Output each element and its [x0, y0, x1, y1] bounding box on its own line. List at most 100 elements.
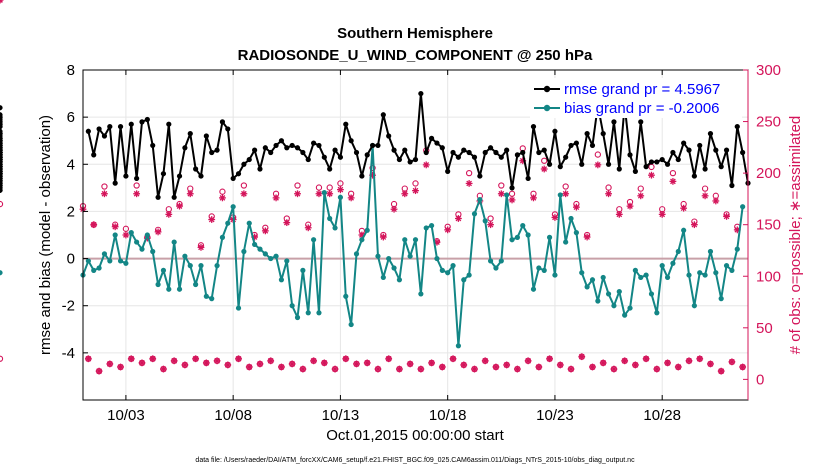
star-stroke [568, 366, 574, 372]
rmse-point [241, 161, 247, 167]
rmse-point [257, 166, 263, 172]
bias-point [402, 237, 408, 243]
obs-assimilated-marker [621, 357, 629, 365]
rmse-point [0, 168, 3, 174]
bias-point [670, 260, 676, 266]
bias-point [0, 270, 3, 276]
rmse-point [171, 194, 177, 200]
bias-point [386, 255, 392, 262]
obs-assimilated-marker [455, 215, 462, 222]
bias-point [176, 286, 183, 292]
bias-point [353, 251, 360, 257]
star-stroke [498, 190, 505, 197]
bias-point [536, 265, 542, 271]
legend-bias-label: bias grand pr = -0.2006 [564, 100, 720, 117]
bias-point [235, 305, 242, 311]
rmse-point [305, 156, 311, 163]
obs-assimilated-marker [583, 233, 591, 241]
star-stroke [546, 355, 553, 362]
y-right-axis-label: # of obs: o=possible; ∗=assimilated [787, 116, 804, 355]
obs-possible-marker [637, 185, 644, 192]
obs-assimilated-marker [122, 231, 130, 239]
rmse-point [386, 133, 392, 139]
obs-assimilated-marker [717, 367, 725, 375]
obs-possible-marker [0, 355, 4, 362]
obs-assimilated-marker [412, 187, 419, 195]
obs-assimilated-marker [283, 219, 291, 227]
obs-assimilated-marker [508, 196, 516, 204]
rmse-point [166, 121, 172, 127]
bias-point [364, 227, 370, 233]
obs-assimilated-marker [674, 363, 682, 371]
data-file-footnote: data file: /Users/raeder/DAI/ATM_forcXX/… [195, 457, 635, 464]
obs-assimilated-marker [546, 355, 553, 363]
star-stroke [117, 364, 124, 370]
bias-point [101, 251, 108, 257]
rmse-point [643, 164, 649, 170]
bias-point [664, 274, 671, 281]
rmse-point [268, 149, 274, 156]
obs-assimilated-marker [594, 161, 602, 169]
bias-point [498, 258, 504, 264]
rmse-point [423, 149, 429, 156]
rmse-point [681, 140, 687, 146]
obs-possible-marker [240, 182, 248, 189]
rmse-point [134, 175, 140, 182]
star-stroke [530, 195, 537, 201]
star-stroke [241, 190, 247, 197]
rmse-point [91, 152, 97, 158]
rmse-point [568, 142, 574, 149]
star-stroke [439, 364, 446, 370]
star-stroke [112, 223, 119, 230]
rmse-point [541, 147, 547, 153]
obs-possible-marker [562, 183, 569, 190]
star-stroke [637, 192, 644, 199]
star-stroke [316, 190, 322, 197]
rmse-point [466, 149, 472, 156]
rmse-series [0, 90, 751, 200]
star-stroke [203, 360, 210, 366]
obs-assimilated-marker [267, 357, 275, 365]
star-stroke [664, 360, 671, 366]
bias-point [632, 267, 638, 273]
star-stroke [686, 357, 692, 364]
rmse-point [498, 154, 504, 160]
star-stroke [262, 228, 269, 234]
x-axis-ticks: 10/03 10/08 10/13 10/18 10/23 10/28 [107, 70, 681, 424]
bias-point [557, 192, 563, 198]
star-stroke [267, 357, 274, 364]
star-stroke [283, 219, 290, 226]
obs-possible-marker [412, 180, 419, 187]
y-left-tick-label: -4 [62, 345, 75, 362]
y-left-tick-label: 6 [67, 109, 75, 126]
obs-assimilated-marker [342, 355, 350, 363]
star-stroke [552, 214, 558, 221]
star-stroke [739, 364, 746, 370]
y-right-tick-label: 250 [756, 114, 781, 131]
star-stroke [123, 232, 129, 238]
star-stroke [149, 355, 156, 362]
rmse-point [514, 152, 520, 158]
star-stroke [187, 190, 194, 197]
star-stroke [541, 166, 548, 172]
rmse-point [584, 131, 590, 137]
bias-point [675, 248, 681, 255]
rmse-point [225, 126, 231, 132]
obs-possible-marker [669, 169, 677, 177]
legend-box [530, 78, 742, 118]
obs-assimilated-marker [599, 359, 607, 367]
bias-point [107, 258, 113, 264]
star-stroke [670, 178, 676, 185]
obs-assimilated-marker [385, 355, 393, 363]
bias-point [466, 272, 472, 278]
obs-possible-marker [701, 185, 709, 192]
y-left-axis-label: rmse and bias (model - observation) [37, 115, 54, 355]
rmse-point [439, 145, 445, 151]
rmse-point [718, 164, 724, 170]
rmse-point [471, 154, 478, 160]
obs-assimilated-marker [219, 194, 226, 202]
rmse-point [262, 145, 268, 151]
obs-assimilated-marker [117, 363, 124, 371]
obs-possible-marker [326, 184, 333, 191]
